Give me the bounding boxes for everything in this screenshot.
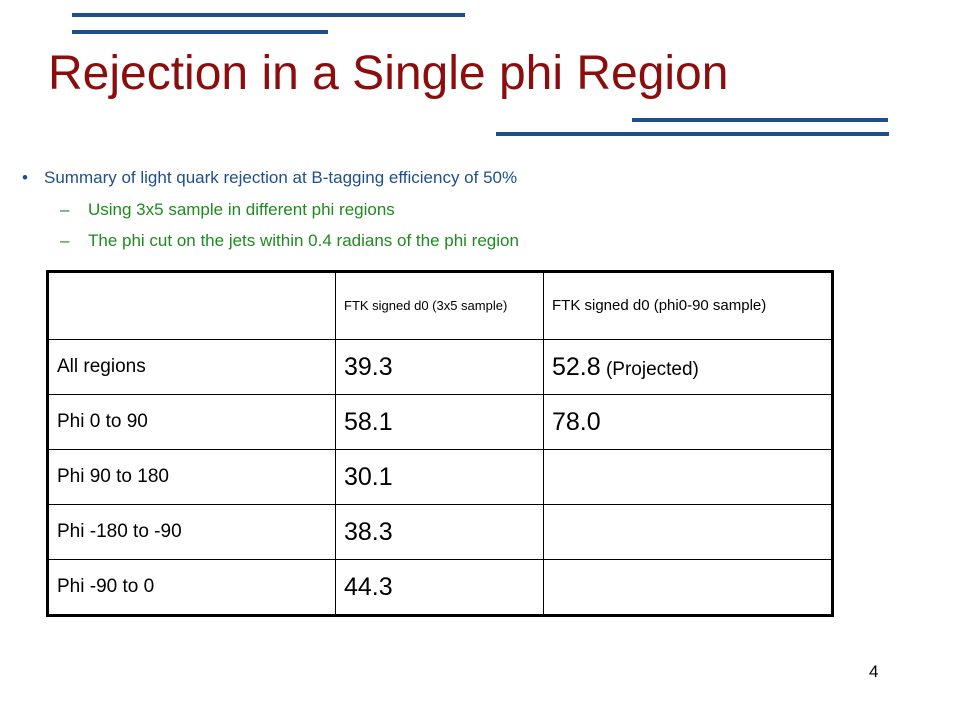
- table-header-row: FTK signed d0 (3x5 sample) FTK signed d0…: [47, 271, 833, 340]
- sub-bullet-marker: –: [60, 231, 70, 250]
- bullet-item: • Summary of light quark rejection at B-t…: [22, 168, 517, 188]
- row-label: Phi -90 to 0: [47, 559, 336, 616]
- sub-bullet-item: – Using 3x5 sample in different phi regio…: [60, 200, 395, 220]
- table-row: Phi 0 to 90 58.1 78.0: [47, 394, 833, 450]
- value-3x5: 44.3: [335, 559, 544, 616]
- row-label: Phi 90 to 180: [47, 449, 336, 505]
- bullet-marker: •: [22, 168, 28, 187]
- value-3x5: 30.1: [335, 449, 544, 505]
- value-phi0-90: [543, 449, 833, 505]
- value-3x5: 58.1: [335, 394, 544, 450]
- row-label: Phi 0 to 90: [47, 394, 336, 450]
- value-phi0-90: [543, 504, 833, 560]
- value-3x5: 39.3: [335, 339, 544, 395]
- table-header-phi0-90-sample: FTK signed d0 (phi0-90 sample): [543, 271, 833, 340]
- title-accent-rule-bottom-short: [632, 118, 888, 122]
- title-accent-rule-top-long: [72, 13, 465, 17]
- table-row: Phi -180 to -90 38.3: [47, 504, 833, 560]
- title-accent-rule-top-short: [72, 30, 328, 34]
- table-header-3x5-sample: FTK signed d0 (3x5 sample): [335, 271, 544, 340]
- sub-bullet-marker: –: [60, 200, 70, 219]
- rejection-table: FTK signed d0 (3x5 sample) FTK signed d0…: [46, 270, 834, 617]
- table-header-corner: [47, 271, 336, 340]
- value-3x5: 38.3: [335, 504, 544, 560]
- page-number: 4: [869, 662, 879, 681]
- value-phi0-90: 78.0: [543, 394, 833, 450]
- row-label: All regions: [47, 339, 336, 395]
- value-phi0-90: 52.8 (Projected): [543, 339, 833, 395]
- sub-bullet-item: – The phi cut on the jets within 0.4 radi…: [60, 231, 519, 251]
- title-accent-rule-bottom-long: [496, 132, 889, 136]
- value-phi0-90-number: 52.8: [552, 352, 601, 381]
- bullet-text: Summary of light quark rejection at B-ta…: [44, 168, 518, 187]
- value-phi0-90: [543, 559, 833, 616]
- sub-bullet-text: The phi cut on the jets within 0.4 radia…: [88, 231, 519, 250]
- slide-title: Rejection in a Single phi Region: [48, 47, 729, 100]
- table-row: Phi 90 to 180 30.1: [47, 449, 833, 505]
- value-note: (Projected): [600, 358, 699, 380]
- table-row: Phi -90 to 0 44.3: [47, 559, 833, 616]
- table-row: All regions 39.3 52.8 (Projected): [47, 339, 833, 395]
- row-label: Phi -180 to -90: [47, 504, 336, 560]
- sub-bullet-text: Using 3x5 sample in different phi region…: [88, 200, 395, 219]
